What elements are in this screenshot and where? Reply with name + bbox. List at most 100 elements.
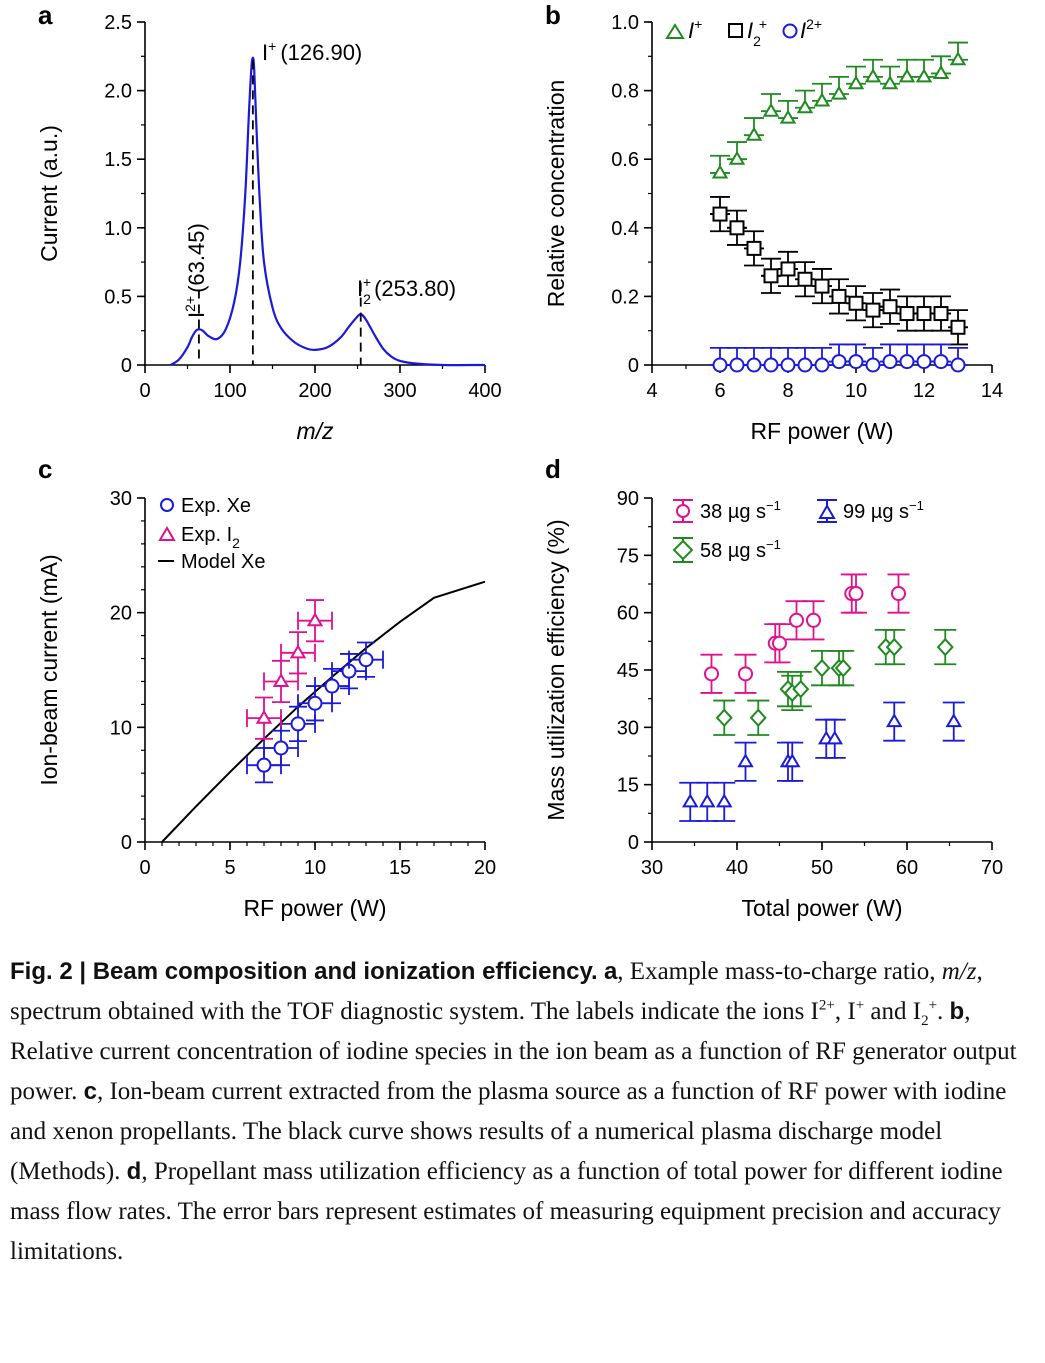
- legend-circle-icon: [160, 498, 174, 512]
- legend-square-icon: [728, 23, 743, 38]
- legend-circle-icon: [676, 504, 690, 518]
- figure-2: a b c d 0 100 200 300 40000.51.01.52.02.5m/z…: [36, 0, 1003, 921]
- diamond-marker: [834, 658, 852, 678]
- circle-marker: [712, 357, 728, 373]
- caption-a-text3: , I: [834, 998, 856, 1025]
- caption-sup-2plus: 2+: [818, 997, 835, 1014]
- diamond-marker: [936, 637, 954, 657]
- diamond-marker: [715, 708, 733, 728]
- circle-marker: [933, 354, 949, 370]
- panel-d-mass-utilization: 30 40 50 60 70 0 15 30 45 60 75 90 Total power (W) Ma…: [543, 488, 1003, 921]
- triangle-marker: [779, 109, 797, 124]
- circle-marker: [290, 716, 306, 732]
- triangle-marker: [255, 709, 273, 724]
- x-tick-label: 300: [383, 380, 416, 402]
- circle-marker: [882, 354, 898, 370]
- legend-i-plus: I+: [688, 16, 702, 43]
- panel-b-relative-concentration: 4 6 8 10 12 14 0 0.2 0.4 0.6 0.8 1.0 RF power (W) Rel…: [543, 12, 1003, 444]
- circle-marker: [789, 612, 804, 628]
- panel-d-legend: 38 µg s−1 58 µg s−1 99 µg s−1: [672, 498, 924, 563]
- triangle-marker: [716, 793, 733, 808]
- peak-label-iplus: I+ (126.90): [262, 38, 362, 65]
- y-tick-label: 45: [617, 660, 639, 682]
- y-axis-label: Ion-beam current (mA): [36, 554, 62, 785]
- circle-marker: [814, 357, 830, 373]
- circle-marker: [831, 354, 847, 370]
- caption-label-c: c: [83, 1078, 97, 1105]
- y-tick-label: 2.5: [104, 12, 132, 34]
- x-axis-label: RF power (W): [750, 418, 893, 444]
- square-marker: [763, 268, 779, 284]
- caption-b-text: , Relative current concentration of iodi…: [10, 998, 1017, 1105]
- circle-marker: [256, 757, 272, 773]
- circle-marker: [865, 357, 881, 373]
- triangle-marker: [864, 68, 882, 83]
- triangle-marker: [886, 713, 903, 728]
- circle-marker: [763, 357, 779, 373]
- circle-marker: [899, 354, 915, 370]
- circle-marker: [797, 357, 813, 373]
- circle-marker: [891, 586, 906, 602]
- legend-38: 38 µg s−1: [700, 498, 781, 523]
- y-axis-label: Mass utilization efficiency (%): [543, 519, 569, 820]
- panel-a-peak-labels: I2+(63.45) I+ (126.90) I2+ (253.80): [182, 38, 456, 318]
- peak-label-i2plus: I2+(63.45): [182, 223, 209, 318]
- circle-marker: [848, 586, 864, 602]
- square-marker: [848, 295, 864, 311]
- square-marker: [899, 306, 915, 322]
- square-marker: [933, 306, 949, 322]
- y-tick-label: 1.5: [104, 149, 132, 171]
- x-tick-label: 4: [646, 380, 657, 402]
- caption-label-a: a: [603, 958, 618, 985]
- y-tick-label: 2.0: [104, 81, 132, 103]
- caption-sup-plus: +: [855, 997, 865, 1014]
- panel-letter-c: c: [38, 454, 52, 484]
- x-tick-label: 10: [304, 857, 326, 879]
- x-tick-label: 40: [726, 857, 748, 879]
- panel-b-legend: I+ I2+ I2+: [665, 16, 822, 49]
- diamond-marker: [792, 679, 810, 699]
- x-tick-label: 15: [389, 857, 411, 879]
- square-marker: [865, 302, 881, 318]
- triangle-marker: [945, 713, 962, 728]
- triangle-marker: [796, 99, 814, 114]
- triangle-marker: [826, 730, 843, 745]
- y-tick-label: 0.8: [611, 81, 639, 103]
- square-marker: [712, 206, 728, 222]
- circle-marker: [806, 612, 821, 628]
- square-marker: [831, 288, 847, 304]
- x-tick-label: 30: [641, 857, 663, 879]
- square-marker: [729, 220, 745, 236]
- y-tick-label: 1.0: [611, 12, 639, 34]
- triangle-marker: [711, 164, 729, 179]
- triangle-marker: [762, 102, 780, 117]
- y-axis-label: Relative concentration: [543, 80, 569, 308]
- panel-c-legend: Exp. Xe Exp. I2 Model Xe: [158, 495, 266, 573]
- x-tick-label: 10: [845, 380, 867, 402]
- legend-exp-xe: Exp. Xe: [181, 495, 251, 517]
- legend-triangle-icon: [158, 526, 176, 541]
- x-axis-label: RF power (W): [243, 895, 386, 921]
- x-tick-label: 400: [468, 380, 501, 402]
- x-tick-label: 14: [981, 380, 1003, 402]
- legend-model-xe: Model Xe: [181, 551, 266, 573]
- diamond-marker: [749, 708, 767, 728]
- y-tick-label: 75: [617, 545, 639, 567]
- circle-marker: [324, 678, 340, 694]
- circle-marker: [848, 354, 864, 370]
- square-marker: [916, 306, 932, 322]
- triangle-marker: [699, 793, 716, 808]
- panel-a-spectrum: 0 100 200 300 400 0 0.5 1.0 1.5 2.0 2.5 m/z Current …: [36, 12, 502, 444]
- panel-c-ion-beam-current: 0 5 10 15 20 0 10 20 30 RF power (W) Ion-beam curr…: [36, 488, 496, 921]
- circle-marker: [738, 666, 753, 682]
- circle-marker: [950, 357, 966, 373]
- circle-marker: [772, 635, 787, 651]
- triangle-marker: [682, 793, 699, 808]
- circle-marker: [704, 666, 719, 682]
- panel-letter-b: b: [545, 0, 561, 30]
- x-axis-label: Total power (W): [741, 895, 902, 921]
- y-tick-label: 60: [617, 603, 639, 625]
- caption-fig-title: Fig. 2 | Beam composition and ionization…: [10, 958, 598, 985]
- square-marker: [746, 240, 762, 256]
- x-tick-label: 5: [224, 857, 235, 879]
